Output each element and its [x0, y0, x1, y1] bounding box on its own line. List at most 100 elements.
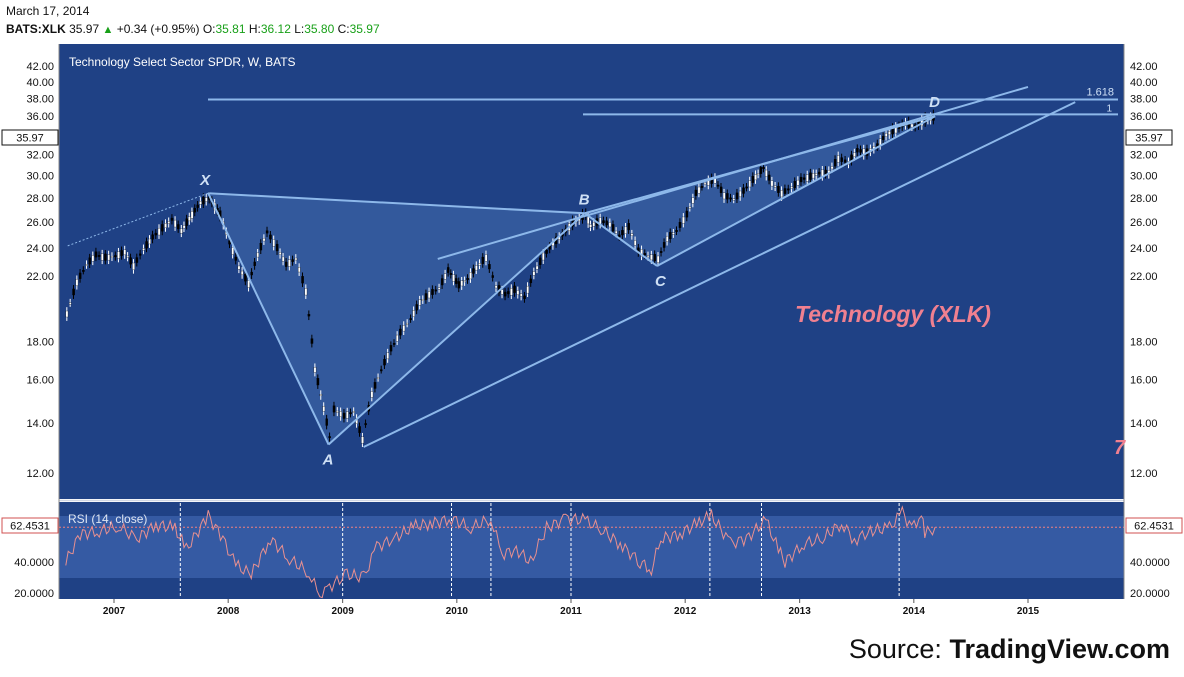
candle-body [373, 382, 377, 389]
candle-body [294, 257, 298, 261]
candle-body [164, 223, 167, 228]
candle-body [199, 200, 202, 205]
xa-extension-dotted [65, 192, 209, 248]
x-tick-label: 2008 [217, 606, 240, 617]
candle-body [161, 224, 164, 232]
left-y-tick-label: 18.00 [26, 336, 54, 348]
svg-text:35.97: 35.97 [1135, 133, 1163, 145]
candle-body [659, 251, 663, 253]
price-panel-background[interactable] [59, 44, 1124, 499]
watermark-fragment: 7 [1114, 437, 1126, 459]
right-y-tick-label: 40.00 [1130, 77, 1158, 89]
candle-body [399, 328, 402, 336]
candle-body [475, 265, 478, 271]
harmonic-pattern-fill [208, 116, 936, 445]
left-y-tick-label: 36.00 [26, 111, 54, 123]
candle-body [653, 254, 657, 262]
candle-body [346, 411, 349, 419]
candle-body [202, 196, 205, 205]
candle-body [888, 131, 891, 136]
source-name: TradingView.com [949, 634, 1170, 664]
candle-body [678, 222, 682, 228]
candle-body [535, 265, 539, 270]
right-price-axis[interactable] [1124, 44, 1184, 599]
candle-body [633, 240, 637, 246]
rsi-left-tick-label: 40.0000 [14, 557, 54, 569]
right-y-tick-label: 22.00 [1130, 271, 1158, 283]
chart-title: Technology Select Sector SPDR, W, BATS [69, 55, 296, 69]
left-rsi-value-badge: 62.4531 [1, 517, 59, 534]
candle-body [802, 177, 806, 180]
candle-body [193, 208, 197, 213]
candle-body [538, 257, 542, 265]
candle-body [424, 293, 428, 300]
x-tick-label: 2013 [789, 606, 812, 617]
candle-body [460, 280, 464, 287]
rsi-band [59, 516, 1124, 578]
right-y-tick-label: 14.00 [1130, 418, 1158, 430]
candle-body [532, 271, 536, 276]
candle-body [170, 217, 174, 221]
candle-body [310, 338, 314, 344]
point-label-c: C [655, 273, 667, 290]
candle-body [469, 272, 472, 280]
right-y-tick-label: 12.00 [1130, 468, 1158, 480]
rsi-y-ticks: 20.0000 20.0000 40.0000 40.0000 [14, 557, 1170, 600]
open-label: O: [202, 22, 216, 36]
price-chart[interactable]: 12.00 14.00 16.00 18.00 22.00 24.00 26.00 28.00… [0, 0, 1184, 625]
candle-body [621, 230, 624, 236]
svg-text:35.97: 35.97 [16, 133, 44, 145]
candle-body [796, 179, 800, 186]
candle-body [157, 228, 161, 236]
left-y-tick-label: 30.00 [26, 170, 54, 182]
candle-body [126, 255, 129, 258]
candle-body [402, 325, 406, 332]
candle-body [188, 216, 191, 222]
candle-body [431, 289, 434, 295]
candle-body [643, 253, 647, 256]
x-tick-label: 2011 [560, 606, 582, 617]
candle-body [427, 291, 431, 299]
bc-leg [584, 212, 658, 267]
candle-body [205, 197, 208, 202]
cd-leg [656, 115, 936, 267]
candle-body [237, 265, 241, 270]
candle-body [463, 280, 466, 283]
rsi-left-tick-label: 20.0000 [14, 588, 54, 600]
candle-body [726, 193, 729, 200]
candle-body [716, 184, 720, 187]
upper-channel-line [437, 85, 1029, 260]
left-y-tick-label: 28.00 [26, 193, 54, 205]
candle-body [94, 251, 98, 258]
candle-body [592, 221, 596, 227]
candle-body [719, 186, 723, 194]
left-y-tick-label: 12.00 [26, 468, 54, 480]
candle-body [817, 171, 821, 175]
candle-body [809, 172, 812, 180]
candle-body [278, 252, 282, 255]
candle-body [250, 271, 253, 276]
candle-body [624, 226, 627, 234]
time-axis[interactable] [0, 599, 1184, 621]
up-arrow-icon: ▲ [102, 24, 114, 36]
right-y-tick-label: 24.00 [1130, 243, 1158, 255]
candle-body [256, 252, 259, 258]
candle-body [665, 235, 669, 242]
point-label-d: D [929, 94, 940, 111]
left-y-tick-label: 38.00 [26, 94, 54, 106]
candle-body [484, 254, 488, 262]
candle-body [491, 275, 495, 278]
candle-body [833, 159, 837, 167]
symbol-label[interactable]: BATS:XLK [6, 22, 66, 36]
left-price-axis[interactable] [0, 44, 59, 599]
candle-body [605, 220, 608, 226]
candle-body [765, 169, 768, 177]
candle-body [332, 405, 336, 413]
candle-body [454, 278, 458, 284]
candle-body [389, 345, 393, 352]
high-value: 36.12 [260, 22, 291, 36]
candle-body [586, 216, 590, 225]
candle-body [762, 167, 765, 169]
right-y-tick-label: 32.00 [1130, 149, 1158, 161]
candle-body [234, 256, 238, 261]
